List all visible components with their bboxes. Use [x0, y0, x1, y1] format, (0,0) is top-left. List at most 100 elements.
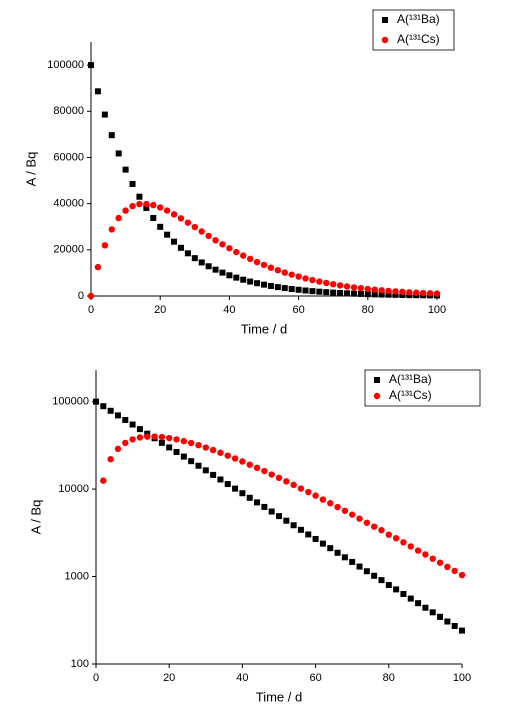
- point: [163, 207, 171, 214]
- point: [444, 563, 451, 571]
- point: [195, 462, 202, 469]
- x-tick-label: 40: [223, 304, 235, 316]
- point: [444, 618, 451, 625]
- point: [122, 416, 129, 423]
- x-tick-label: 80: [383, 672, 395, 684]
- point: [164, 231, 171, 238]
- legend-marker: [374, 377, 380, 383]
- point: [385, 291, 392, 298]
- point: [312, 535, 319, 542]
- point: [246, 494, 253, 501]
- point: [305, 488, 312, 496]
- point: [422, 551, 429, 558]
- point: [191, 255, 198, 262]
- point: [247, 278, 254, 285]
- point: [107, 456, 114, 463]
- point: [429, 609, 436, 616]
- point: [399, 288, 406, 296]
- point: [143, 200, 150, 208]
- point: [415, 600, 422, 607]
- point: [334, 549, 341, 556]
- y-tick-label: 80000: [53, 105, 84, 117]
- point: [392, 288, 399, 295]
- point: [363, 568, 370, 575]
- x-axis-title: Time / d: [241, 321, 287, 336]
- point: [239, 490, 246, 497]
- point: [316, 278, 323, 285]
- point: [150, 201, 157, 209]
- point: [281, 269, 288, 276]
- legend-box: [364, 369, 481, 407]
- point: [319, 540, 326, 547]
- y-tick-label: 10000: [58, 483, 89, 495]
- point: [122, 166, 129, 173]
- point: [122, 207, 129, 214]
- point: [309, 288, 316, 295]
- point: [254, 280, 261, 287]
- point: [288, 286, 295, 293]
- point: [356, 563, 363, 570]
- point: [210, 471, 217, 478]
- point: [198, 228, 205, 235]
- point: [100, 477, 107, 484]
- x-tick-label: 20: [163, 672, 175, 684]
- point: [276, 513, 282, 520]
- point: [180, 453, 187, 460]
- point: [184, 250, 191, 257]
- point: [341, 507, 349, 514]
- point: [144, 433, 151, 440]
- point: [261, 467, 268, 475]
- point: [177, 244, 184, 251]
- legend-text: A(¹³¹Cs): [397, 32, 440, 46]
- y-tick-label: 1000: [65, 570, 89, 582]
- point: [209, 446, 217, 454]
- point: [451, 567, 458, 575]
- point: [371, 291, 378, 298]
- point: [202, 467, 209, 474]
- y-tick-label: 100000: [47, 59, 84, 71]
- point: [136, 193, 143, 200]
- point: [295, 273, 302, 280]
- point: [330, 289, 337, 296]
- point: [166, 444, 173, 451]
- point: [363, 519, 371, 526]
- legend-text: A(¹³¹Ba): [389, 372, 432, 386]
- point: [433, 290, 441, 297]
- point: [93, 398, 99, 405]
- point: [233, 274, 240, 281]
- x-tick-label: 0: [93, 672, 99, 684]
- point: [337, 289, 344, 296]
- point: [400, 539, 407, 546]
- legend-marker: [373, 392, 381, 400]
- point: [188, 458, 195, 465]
- point: [260, 261, 268, 269]
- point: [253, 464, 261, 472]
- x-tick-label: 60: [292, 304, 304, 316]
- point: [371, 572, 378, 579]
- point: [343, 283, 351, 290]
- point: [344, 290, 351, 297]
- point: [108, 226, 115, 233]
- point: [268, 471, 275, 478]
- point: [261, 281, 267, 288]
- point: [231, 455, 239, 462]
- point: [217, 476, 224, 483]
- point: [171, 238, 178, 245]
- point: [357, 284, 365, 292]
- point: [319, 496, 327, 503]
- point: [350, 290, 357, 297]
- point: [392, 291, 399, 298]
- point: [334, 503, 341, 511]
- point: [129, 180, 136, 187]
- point: [414, 547, 422, 554]
- point: [316, 288, 323, 295]
- point: [297, 526, 304, 533]
- point: [302, 287, 309, 294]
- x-tick-label: 100: [428, 304, 446, 316]
- point: [177, 215, 185, 222]
- y-tick-label: 40000: [53, 198, 84, 210]
- x-tick-label: 100: [453, 672, 471, 684]
- point: [281, 285, 288, 292]
- point: [323, 289, 330, 296]
- point: [413, 289, 420, 296]
